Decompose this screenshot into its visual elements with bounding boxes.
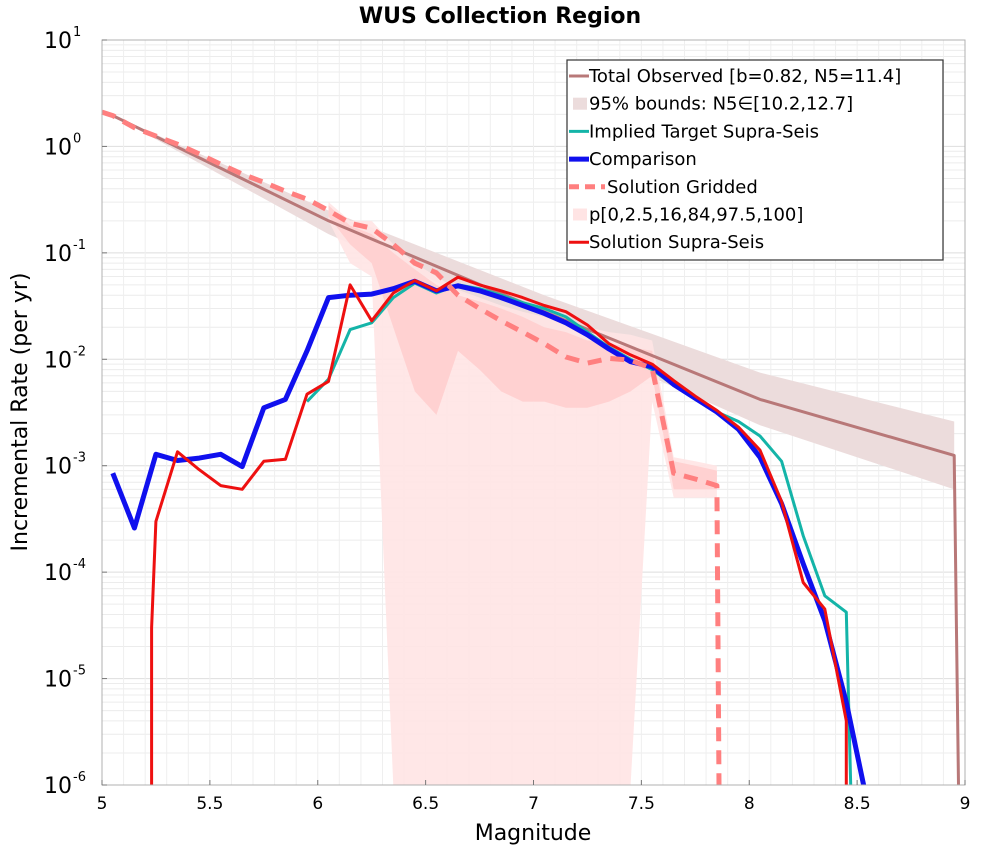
- y-tick-label: 10: [44, 455, 72, 480]
- x-tick-label: 5.5: [196, 794, 223, 814]
- legend-label: 95% bounds: N5∈[10.2,12.7]: [589, 94, 853, 115]
- y-tick-label: 10: [44, 242, 72, 267]
- x-tick-label: 7.5: [628, 794, 655, 814]
- y-tick-label: 10: [44, 668, 72, 693]
- legend-box: [566, 59, 944, 261]
- x-ticks: 5 5.5 6 6.5 7 7.5 8 8.5 9: [97, 780, 971, 814]
- legend-label: Solution Gridded: [607, 177, 758, 198]
- legend-swatch: [573, 97, 587, 110]
- y-tick-exponent: -4: [73, 557, 86, 572]
- y-tick-exponent: -5: [73, 664, 86, 679]
- x-tick-label: 8.5: [844, 794, 871, 814]
- x-tick-label: 8: [744, 794, 755, 814]
- x-tick-label: 5: [97, 794, 108, 814]
- legend-label: Comparison: [589, 149, 697, 170]
- y-tick-exponent: 0: [73, 131, 81, 146]
- y-tick-label: 10: [44, 561, 72, 586]
- x-tick-label: 6.5: [412, 794, 439, 814]
- series-line: [110, 278, 867, 786]
- legend-swatch: [573, 208, 587, 221]
- y-tick-exponent: 1: [73, 25, 81, 40]
- y-tick-exponent: -6: [73, 770, 86, 785]
- y-tick-exponent: -1: [73, 238, 86, 253]
- series-line: [101, 109, 722, 786]
- y-tick-label: 10: [44, 135, 72, 160]
- legend-label: Implied Target Supra-Seis: [589, 121, 819, 142]
- y-tick-label: 10: [44, 774, 72, 799]
- legend-label: Solution Supra-Seis: [589, 232, 764, 253]
- uncertainty-band: [328, 205, 717, 490]
- x-axis-label: Magnitude: [475, 821, 592, 846]
- x-tick-label: 9: [960, 794, 971, 814]
- legend: Total Observed [b=0.82, N5=11.4] 95% boun…: [566, 59, 944, 261]
- y-tick-label: 10: [44, 348, 72, 373]
- chart-title: WUS Collection Region: [359, 4, 641, 29]
- x-tick-label: 7: [528, 794, 539, 814]
- y-tick-exponent: -3: [73, 451, 86, 466]
- legend-label: p[0,2.5,16,84,97.5,100]: [589, 205, 803, 226]
- x-tick-label: 6: [312, 794, 323, 814]
- y-tick-exponent: -2: [73, 344, 86, 359]
- series: [101, 109, 960, 786]
- legend-label: Total Observed [b=0.82, N5=11.4]: [588, 66, 901, 87]
- y-axis-label: Incremental Rate (per yr): [8, 273, 33, 552]
- series-line: [150, 275, 848, 785]
- y-tick-label: 10: [44, 29, 72, 54]
